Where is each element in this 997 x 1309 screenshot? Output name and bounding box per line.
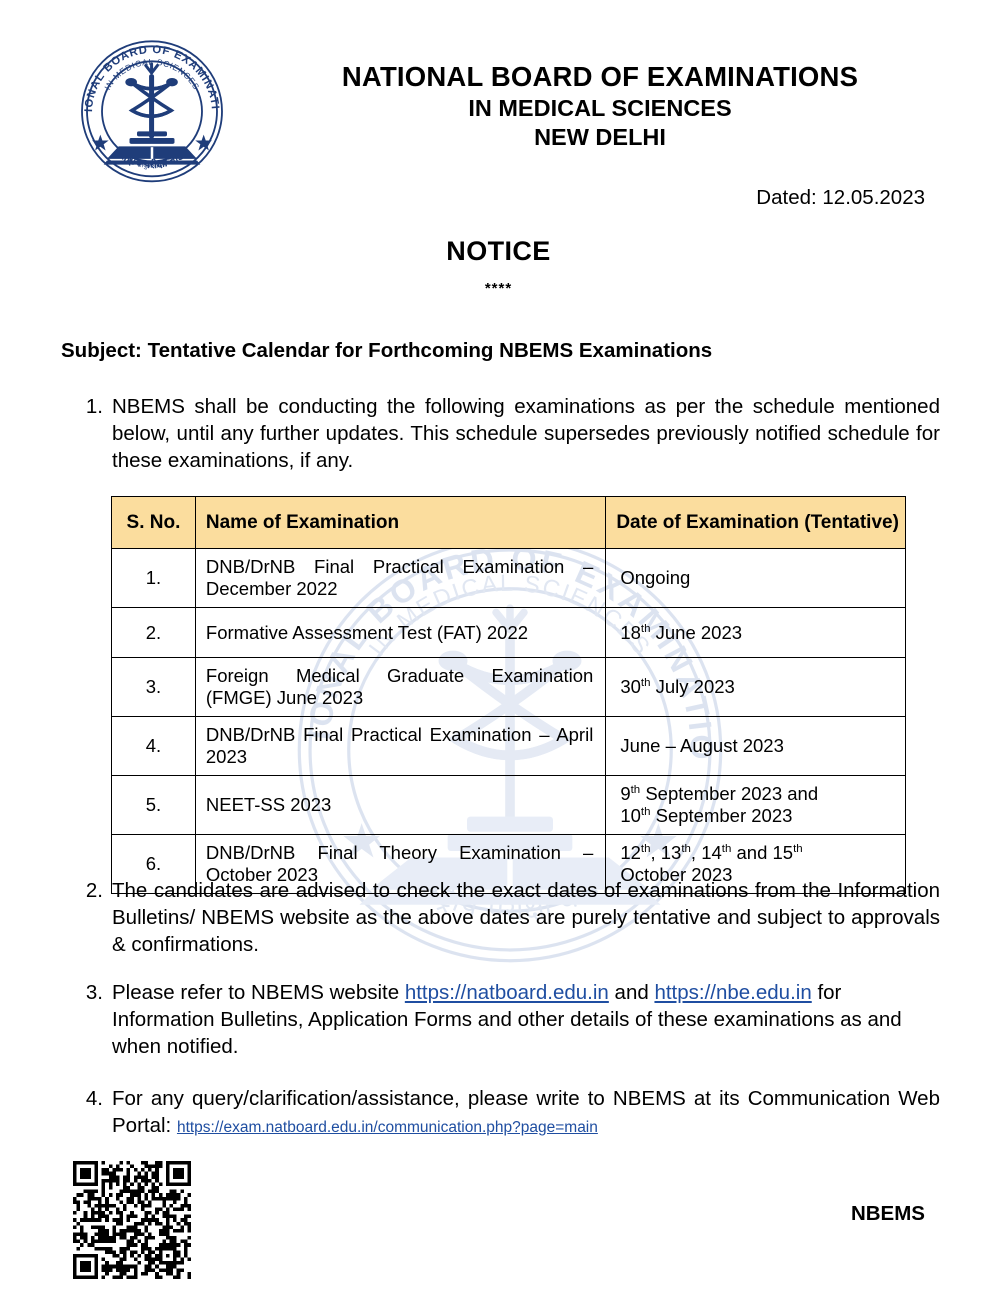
p3-tail: for Information Bulletins, Application F… (112, 981, 902, 1059)
organization-title: NATIONAL BOARD OF EXAMINATIONS IN MEDICA… (250, 60, 950, 152)
svg-text:आयुर्विज्ञान में: आयुर्विज्ञान में (136, 160, 169, 170)
cell-sno: 4. (111, 716, 196, 776)
natboard-link[interactable]: https://natboard.edu.in (404, 981, 609, 1004)
document-header: NATIONAL BOARD OF EXAMINATIONS IN MEDICA… (0, 0, 997, 183)
list-item-4: 4. For any query/clarification/assistanc… (78, 1085, 940, 1139)
list-item-3: 3. Please refer to NBEMS website https:/… (78, 979, 940, 1060)
list-item-4-text: For any query/clarification/assistance, … (112, 1085, 940, 1139)
examination-schedule-table: S. No. Name of Examination Date of Exami… (111, 496, 906, 894)
nbems-seal-logo: NATIONAL BOARD OF EXAMINATIONS IN MEDICA… (68, 38, 223, 183)
cell-sno: 5. (111, 775, 196, 835)
cell-sno: 6. (111, 834, 196, 894)
cell-exam-date: 12th, 13th, 14th and 15th October 2023 (605, 834, 906, 894)
column-header-sno: S. No. (111, 496, 196, 549)
cell-sno: 3. (111, 657, 196, 717)
signature-nbems: NBEMS (850, 1202, 925, 1225)
qr-code[interactable] (73, 1161, 191, 1279)
table-header-row: S. No. Name of Examination Date of Exami… (111, 496, 906, 549)
p4-lead: For any query/clarification/assistance, … (112, 1087, 940, 1138)
document-date: Dated: 12.05.2023 (756, 186, 925, 209)
list-item-4-number: 4. (85, 1087, 103, 1110)
table-row: 4. DNB/DrNB Final Practical Examination –… (111, 716, 906, 776)
cell-sno: 2. (111, 607, 196, 658)
table-row: 5. NEET-SS 2023 9th September 2023 and 10t… (111, 775, 906, 835)
list-item-1-number: 1. (85, 395, 103, 418)
cell-exam-name: Foreign Medical Graduate Examination (FM… (194, 657, 607, 717)
column-header-name: Name of Examination (194, 496, 607, 549)
org-title-line3: NEW DELHI (534, 123, 666, 150)
list-item-3-number: 3. (85, 981, 103, 1004)
nbe-link[interactable]: https://nbe.edu.in (654, 981, 812, 1004)
notice-title: NOTICE (446, 236, 551, 266)
table-row: 2. Formative Assessment Test (FAT) 2022 18… (111, 607, 906, 658)
list-item-2: 2. The candidates are advised to check t… (78, 877, 940, 958)
p3-mid: and (608, 981, 655, 1004)
subject-line: Subject: Tentative Calendar for Forthcom… (61, 339, 713, 362)
table-row: 3. Foreign Medical Graduate Examination (… (111, 657, 906, 717)
cell-exam-date: Ongoing (605, 548, 906, 608)
p3-lead: Please refer to NBEMS website (112, 981, 405, 1004)
list-item-3-text: Please refer to NBEMS website https://na… (112, 979, 940, 1060)
table-row: 6. DNB/DrNB Final Theory Examination – Oc… (111, 834, 906, 894)
notice-heading-block: NOTICE **** (0, 236, 997, 297)
list-item-1-text: NBEMS shall be conducting the following … (112, 395, 940, 473)
cell-exam-name: DNB/DrNB Final Practical Examination – D… (194, 548, 607, 608)
cell-exam-date: 18th June 2023 (605, 607, 906, 658)
list-item-1: 1. NBEMS shall be conducting the followi… (78, 393, 940, 474)
cell-exam-date: 30th July 2023 (605, 657, 906, 717)
notice-divider-stars: **** (484, 280, 513, 297)
org-title-line1: NATIONAL BOARD OF EXAMINATIONS (341, 61, 859, 92)
cell-sno: 1. (111, 548, 196, 608)
cell-exam-date: 9th September 2023 and 10th September 202… (605, 775, 906, 835)
cell-exam-date: June – August 2023 (605, 716, 906, 776)
cell-exam-name: DNB/DrNB Final Theory Examination – Octo… (194, 834, 607, 894)
list-item-2-text: The candidates are advised to check the … (112, 879, 940, 957)
cell-exam-name: Formative Assessment Test (FAT) 2022 (194, 607, 607, 658)
column-header-date: Date of Examination (Tentative) (605, 496, 906, 549)
cell-exam-name: DNB/DrNB Final Practical Examination – A… (194, 716, 607, 776)
cell-exam-name: NEET-SS 2023 (194, 775, 607, 835)
list-item-2-number: 2. (85, 879, 103, 902)
communication-portal-link[interactable]: https://exam.natboard.edu.in/communicati… (176, 1119, 598, 1137)
org-title-line2: IN MEDICAL SCIENCES (468, 94, 732, 121)
table-row: 1. DNB/DrNB Final Practical Examination –… (111, 548, 906, 608)
